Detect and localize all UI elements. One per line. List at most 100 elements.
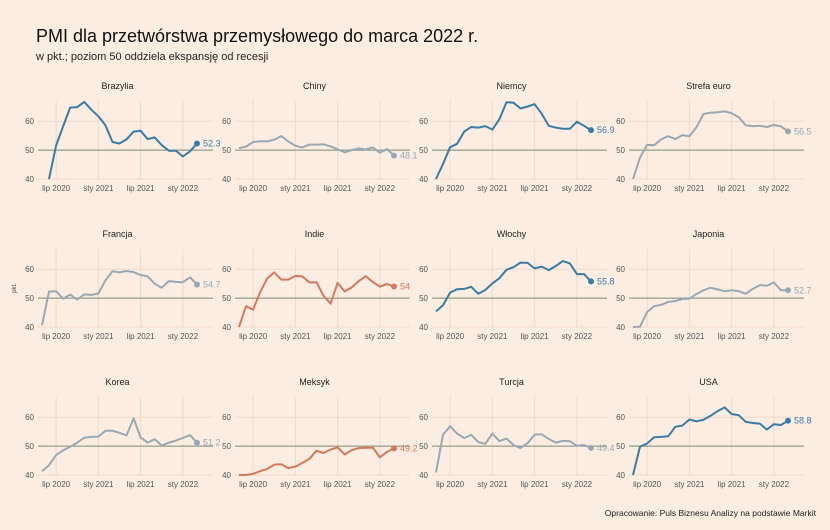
x-tick-label: lip 2021 bbox=[521, 184, 550, 193]
y-tick-label: 60 bbox=[25, 413, 34, 422]
y-tick-label: 50 bbox=[616, 442, 625, 451]
panel-title: Indie bbox=[305, 229, 325, 239]
panel-title: Chiny bbox=[303, 81, 327, 91]
y-tick-label: 40 bbox=[222, 175, 231, 184]
panel-usa: USA 40 50 60 lip 2020 sty 2021 lip 2021 sty 202… bbox=[616, 377, 811, 489]
y-tick-label: 60 bbox=[419, 413, 428, 422]
x-tick-label: lip 2021 bbox=[718, 184, 747, 193]
x-tick-label: sty 2021 bbox=[83, 480, 114, 489]
x-tick-label: sty 2021 bbox=[477, 332, 508, 341]
panel-title: Strefa euro bbox=[686, 81, 731, 91]
y-tick-label: 60 bbox=[616, 265, 625, 274]
x-tick-label: lip 2021 bbox=[521, 332, 550, 341]
panel-w-ochy: Włochy 40 50 60 lip 2020 sty 2021 lip 2021 sty … bbox=[419, 229, 614, 341]
last-point-marker bbox=[785, 287, 791, 294]
x-tick-label: lip 2020 bbox=[633, 332, 662, 341]
x-tick-label: sty 2021 bbox=[674, 332, 705, 341]
x-tick-label: sty 2021 bbox=[477, 184, 508, 193]
last-point-marker bbox=[785, 417, 791, 424]
y-tick-label: 40 bbox=[616, 323, 625, 332]
last-point-marker bbox=[194, 439, 200, 446]
x-tick-label: lip 2021 bbox=[324, 184, 353, 193]
x-tick-label: sty 2022 bbox=[168, 332, 199, 341]
panel-title: Brazylia bbox=[101, 81, 133, 91]
chart-title: PMI dla przetwórstwa przemysłowego do ma… bbox=[36, 26, 479, 46]
panel-korea: Korea 40 50 60 lip 2020 sty 2021 lip 2021 sty 2… bbox=[25, 377, 220, 489]
y-tick-label: 50 bbox=[222, 442, 231, 451]
last-point-marker bbox=[391, 152, 397, 159]
x-tick-label: sty 2021 bbox=[83, 184, 114, 193]
y-tick-label: 50 bbox=[419, 294, 428, 303]
series-line-brazylia bbox=[48, 100, 198, 180]
x-tick-label: sty 2022 bbox=[562, 184, 593, 193]
last-value-label: 54.7 bbox=[203, 280, 221, 290]
y-tick-label: 40 bbox=[25, 323, 34, 332]
chart-subtitle: w pkt.; poziom 50 oddziela ekspansję od … bbox=[36, 51, 269, 63]
x-tick-label: sty 2021 bbox=[83, 332, 114, 341]
series-line-niemcy bbox=[435, 101, 592, 180]
last-value-label: 51.2 bbox=[203, 438, 221, 448]
last-value-label: 49.2 bbox=[400, 443, 418, 453]
last-value-label: 48.1 bbox=[400, 151, 418, 161]
x-tick-label: sty 2021 bbox=[280, 184, 311, 193]
x-tick-label: lip 2020 bbox=[42, 184, 71, 193]
panel-francja: Francja 40 50 60 pkt. lip 2020 sty 2021 lip 202… bbox=[12, 229, 221, 341]
panel-japonia: Japonia 40 50 60 lip 2020 sty 2021 lip 2021 sty… bbox=[616, 229, 811, 341]
last-point-marker bbox=[194, 281, 200, 288]
y-tick-label: 50 bbox=[25, 442, 34, 451]
y-tick-label: 40 bbox=[25, 471, 34, 480]
series-line-turcja bbox=[435, 425, 592, 473]
last-value-label: 58.8 bbox=[794, 416, 812, 426]
x-tick-label: lip 2020 bbox=[633, 480, 662, 489]
x-tick-label: sty 2021 bbox=[280, 480, 311, 489]
x-tick-label: lip 2021 bbox=[718, 480, 747, 489]
panel-title: Japonia bbox=[693, 229, 725, 239]
panel-chiny: Chiny 40 50 60 lip 2020 sty 2021 lip 2021 sty 2… bbox=[222, 81, 417, 193]
x-tick-label: lip 2020 bbox=[436, 480, 465, 489]
last-point-marker bbox=[194, 140, 200, 147]
panel-turcja: Turcja 40 50 60 lip 2020 sty 2021 lip 2021 sty … bbox=[419, 377, 614, 489]
x-tick-label: sty 2022 bbox=[168, 184, 199, 193]
x-tick-label: sty 2022 bbox=[759, 184, 790, 193]
x-tick-label: sty 2022 bbox=[365, 480, 396, 489]
last-value-label: 56.5 bbox=[794, 126, 812, 136]
y-tick-label: 60 bbox=[25, 117, 34, 126]
panel-indie: Indie 40 50 60 lip 2020 sty 2021 lip 2021 sty 2… bbox=[222, 229, 410, 341]
panel-meksyk: Meksyk 40 50 60 lip 2020 sty 2021 lip 2021 sty … bbox=[222, 377, 417, 489]
y-tick-label: 60 bbox=[222, 117, 231, 126]
x-tick-label: sty 2022 bbox=[168, 480, 199, 489]
series-line-usa bbox=[632, 406, 789, 476]
last-point-marker bbox=[588, 278, 594, 285]
y-tick-label: 60 bbox=[616, 117, 625, 126]
x-tick-label: lip 2020 bbox=[239, 184, 268, 193]
last-value-label: 52.7 bbox=[794, 285, 812, 295]
y-tick-label: 60 bbox=[419, 265, 428, 274]
y-tick-label: 50 bbox=[616, 146, 625, 155]
last-point-marker bbox=[588, 127, 594, 134]
y-tick-label: 60 bbox=[25, 265, 34, 274]
last-value-label: 52.3 bbox=[203, 138, 221, 148]
x-tick-label: sty 2021 bbox=[477, 480, 508, 489]
y-tick-label: 50 bbox=[25, 294, 34, 303]
x-tick-label: lip 2020 bbox=[42, 332, 71, 341]
last-value-label: 55.8 bbox=[597, 276, 615, 286]
y-tick-label: 60 bbox=[616, 413, 625, 422]
y-tick-label: 50 bbox=[419, 146, 428, 155]
y-tick-label: 40 bbox=[222, 323, 231, 332]
y-tick-label: 40 bbox=[222, 471, 231, 480]
x-tick-label: lip 2020 bbox=[239, 480, 268, 489]
x-tick-label: lip 2020 bbox=[42, 480, 71, 489]
x-tick-label: lip 2021 bbox=[324, 480, 353, 489]
y-tick-label: 60 bbox=[222, 265, 231, 274]
y-tick-label: 50 bbox=[222, 146, 231, 155]
y-tick-label: 40 bbox=[419, 323, 428, 332]
x-tick-label: sty 2022 bbox=[759, 332, 790, 341]
y-axis-label: pkt. bbox=[12, 283, 18, 293]
last-point-marker bbox=[391, 283, 397, 290]
x-tick-label: sty 2021 bbox=[280, 332, 311, 341]
series-line-meksyk bbox=[239, 446, 395, 476]
panel-title: Francja bbox=[102, 229, 132, 239]
series-line-korea bbox=[41, 417, 198, 472]
x-tick-label: sty 2021 bbox=[674, 480, 705, 489]
panel-title: Turcja bbox=[499, 377, 524, 387]
